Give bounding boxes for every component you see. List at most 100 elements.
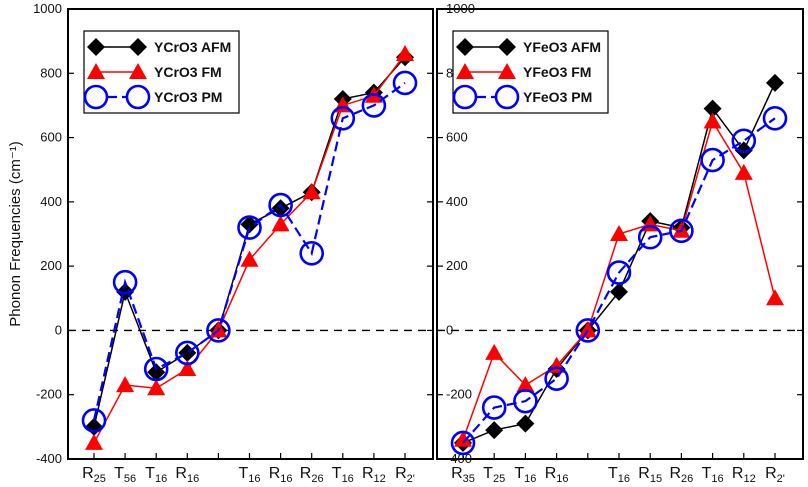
x-tick-label: R12 [362,465,386,485]
legend: YCrO3 AFM YCrO3 FM YCrO3 PM [83,30,240,114]
x-tick-label: R25 [82,465,106,485]
x-tick-label: R16 [175,465,199,485]
series-circle-2 [450,105,788,456]
y-tick-label: 200 [40,258,62,273]
x-tick-label: R2' [395,465,415,485]
legend-label: YFeO3 PM [523,89,592,105]
x-tick-label: R12 [732,465,756,485]
x-tick-label: R16 [545,465,569,485]
legend-marker [87,63,105,79]
data-point [637,224,663,250]
data-point [116,376,135,393]
chart-panels: -400 -200 0 200 400 600 800 1000 R25 T56 T16 R16 T16… [33,1,804,485]
data-point [762,105,788,131]
x-tick-label: R26 [300,465,324,485]
data-point [240,215,259,234]
x-tick-label: T16 [608,465,630,485]
panel-frame [67,8,434,460]
data-point [481,395,507,420]
data-point [178,360,197,376]
data-point [206,318,231,343]
legend-marker [498,38,516,56]
data-point [271,215,290,232]
x-tick-label: R26 [669,465,693,485]
data-point [330,105,356,131]
data-point [450,430,476,456]
data-point [606,260,632,285]
legend-marker [456,38,474,56]
x-tick-label: T25 [483,465,505,485]
y-tick-label: 600 [446,130,468,145]
data-point [81,408,107,433]
data-point [268,192,293,218]
legend: YFeO3 AFM YFeO3 FM YFeO3 PM [452,30,609,114]
data-point [299,240,325,266]
series-circle-1 [81,70,418,433]
data-point [610,282,628,301]
data-point [143,356,169,382]
x-tick-label: T16 [702,465,724,485]
data-point [578,321,597,338]
y-tick-label: 1000 [446,1,475,16]
y-tick-label: 0 [446,322,453,337]
legend-marker [83,84,109,110]
panel-frame [436,8,804,460]
data-point [731,128,757,154]
y-tick-label: 600 [40,130,62,145]
data-point [766,289,784,306]
data-point [237,215,262,240]
legend-marker [125,84,151,110]
data-point [610,225,628,241]
x-tick-label: T16 [145,465,167,485]
legend-label: YFeO3 AFM [523,39,601,55]
x-tick-label: T16 [514,465,536,485]
legend-marker [452,84,478,110]
data-point [669,218,694,244]
legend-marker [129,63,147,79]
data-point [392,70,418,96]
data-point [240,250,259,267]
y-tick-label: -400 [36,451,62,466]
y-tick-label: 0 [55,322,62,337]
data-point [516,414,535,433]
data-point [703,112,722,129]
data-point [361,93,387,118]
legend-marker [494,84,520,110]
data-point [485,421,504,440]
data-point [302,183,321,200]
data-point [766,73,784,92]
legend-marker [87,38,105,56]
data-point [575,318,601,343]
legend-marker [456,63,474,79]
data-point [485,343,504,360]
y-tick-label: 1000 [33,1,62,16]
data-point [516,376,535,393]
data-point [734,141,753,160]
data-point [544,366,569,391]
y-tick-label: -200 [446,387,472,402]
y-tick-label: 400 [40,194,62,209]
data-point [454,430,472,447]
x-tick-label: T56 [114,465,136,485]
legend-label: YCrO3 FM [154,64,222,80]
y-axis-label: Phonon Frequencies (cm⁻¹) [7,141,24,327]
data-point [700,147,725,173]
y-tick-label: -200 [36,387,62,402]
legend-marker [129,38,147,56]
series-triangle-1 [85,45,414,450]
data-point [116,282,135,301]
data-point [271,199,290,218]
data-point [513,388,538,414]
data-point [703,99,722,118]
legend-label: YCrO3 PM [154,89,222,105]
panel-2: -400-20002004006008001000R35T25T16R16T16… [436,1,804,485]
series-triangle-2 [454,112,784,447]
x-tick-label: R35 [451,465,475,485]
x-tick-label: R15 [638,465,662,485]
data-point [147,379,166,396]
legend-marker [498,63,516,79]
x-tick-label: R16 [269,465,293,485]
y-tick-label: 400 [446,194,468,209]
data-point [147,363,166,382]
